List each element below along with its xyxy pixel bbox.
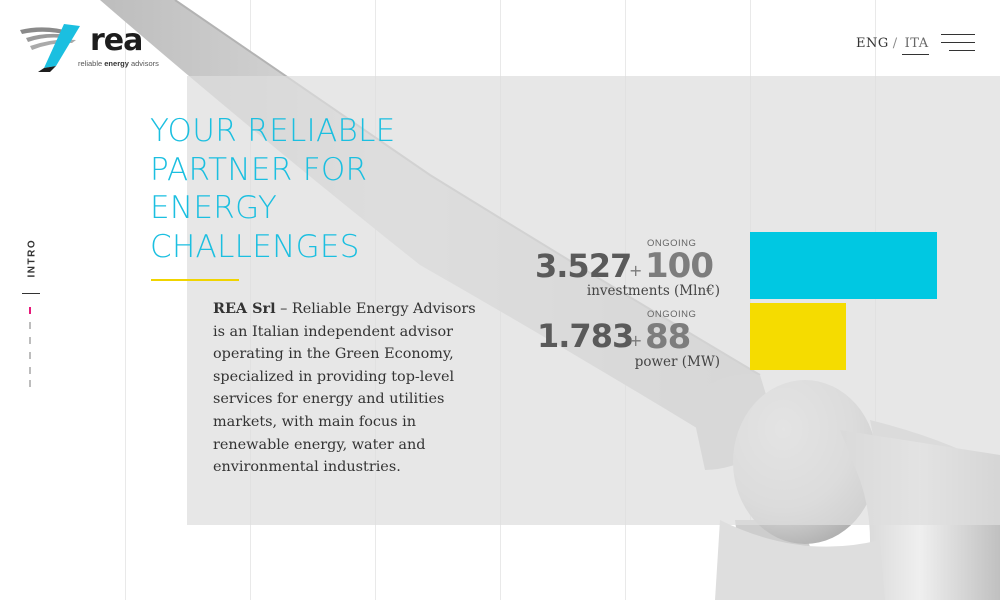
stat-power-ongoing: 88 [645,317,691,357]
lang-eng-link[interactable]: ENG [856,36,889,51]
company-name: REA Srl [213,300,276,317]
section-dot[interactable] [29,380,31,387]
brand-tagline: reliable energy advisors [78,59,159,68]
stat-investments-caption: investments (Mln€) [586,283,720,299]
hero-title: YOUR RELIABLE PARTNER FOR ENERGY CHALLEN… [150,112,480,266]
hero-title-line: PARTNER FOR [150,151,368,188]
section-divider [22,293,40,294]
hero-title-line: ENERGY [150,190,278,226]
stat-power-value: 1.783 [537,317,634,355]
hero-description-text: – Reliable Energy Advisors is an Italian… [213,301,476,476]
section-dot-active[interactable] [29,307,31,314]
hamburger-menu-button[interactable] [941,32,975,54]
hero-accent-rule [151,279,239,281]
stat-ongoing-label: ONGOING [647,309,697,320]
section-dot[interactable] [29,337,31,344]
section-dot[interactable] [29,352,31,359]
lang-separator: / [892,36,898,51]
content-panel [187,76,1000,525]
stat-ongoing-label: ONGOING [647,238,697,249]
section-label: INTRO [26,238,38,278]
stat-power-caption: power (MW) [634,354,720,370]
brand-logo[interactable]: rea reliable energy advisors [20,22,160,74]
stat-plus-sign: + [629,261,643,280]
hero-title-line: CHALLENGES [150,228,360,265]
brand-wordmark: rea [90,23,143,58]
stat-investments-ongoing: 100 [645,246,714,286]
stat-investments-bar [750,232,937,299]
section-dot[interactable] [29,367,31,374]
stat-power-bar [750,303,846,370]
stat-investments-value: 3.527 [535,247,632,285]
lang-ita-link[interactable]: ITA [901,36,929,55]
grid-line [125,0,126,600]
hamburger-icon [949,50,975,51]
hamburger-icon [941,34,975,35]
hero-title-line: YOUR RELIABLE [150,113,396,149]
stat-plus-sign: + [629,331,643,350]
hamburger-icon [941,42,975,43]
hero-description: REA Srl – Reliable Energy Advisors is an… [213,298,483,479]
section-dot[interactable] [29,322,31,329]
language-switcher: ENG / ITA [856,36,929,55]
logo-swoosh-icon [20,24,80,72]
